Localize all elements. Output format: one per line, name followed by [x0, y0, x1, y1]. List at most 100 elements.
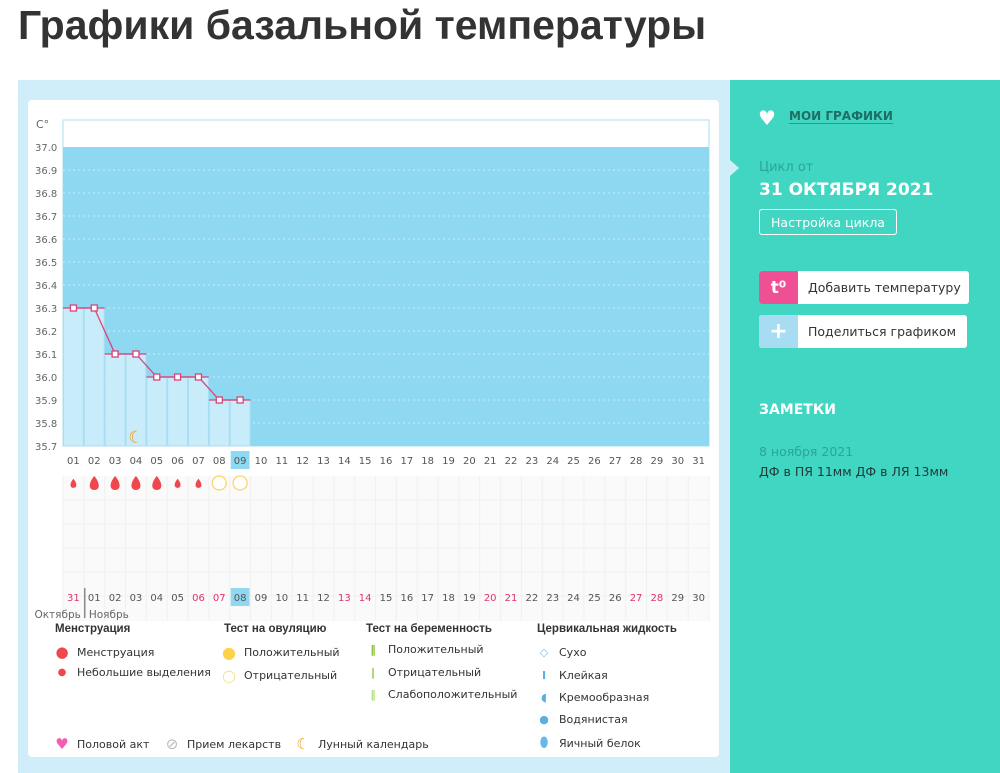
note-text: ДФ в ПЯ 11мм ДФ в ЛЯ 13мм	[759, 464, 949, 479]
month-label: Октябрь	[34, 609, 80, 621]
ovulation-test-icon	[211, 475, 227, 491]
y-tick-label: 36.1	[35, 350, 57, 361]
temperature-bar	[188, 376, 209, 447]
two-lines-icon: ‖	[370, 643, 376, 656]
date-label: 06	[192, 593, 205, 604]
notes-title: ЗАМЕТКИ	[759, 402, 836, 418]
cycle-day-label: 16	[380, 456, 393, 467]
legend-item: ○ Отрицательный	[222, 666, 338, 685]
cycle-day-label: 14	[338, 456, 351, 467]
add-temperature-button[interactable]: t⁰ Добавить температуру	[759, 271, 969, 304]
cycle-day-label: 26	[588, 456, 601, 467]
egg-white-icon: ⬮	[539, 735, 549, 751]
y-tick-label: 36.0	[35, 373, 57, 384]
date-label: 28	[651, 593, 664, 604]
date-label: 21	[505, 593, 518, 604]
date-label: 26	[609, 593, 622, 604]
chart-card: 37.0 36.9 36.8 36.7 36.6 36.5 36.4 36.3 36.2 36.1…	[28, 100, 719, 757]
date-label: 19	[463, 593, 476, 604]
cycle-day-label: 30	[671, 456, 684, 467]
temperature-bar	[63, 307, 84, 447]
y-tick-label: 36.9	[35, 166, 57, 177]
cycle-day-label: 06	[171, 456, 184, 467]
date-label: 10	[275, 593, 288, 604]
share-chart-button[interactable]: + Поделиться графиком	[759, 315, 967, 348]
spotting-drop-icon	[174, 478, 181, 488]
cycle-day-label: 10	[255, 456, 268, 467]
page-title: Графики базальной температуры	[18, 2, 707, 48]
legend-cervical-title: Цервикальная жидкость	[537, 623, 677, 635]
month-label: Ноябрь	[89, 609, 129, 621]
date-label: 27	[630, 593, 643, 604]
date-label: 29	[671, 593, 684, 604]
cycle-day-label: 12	[296, 456, 309, 467]
cycle-day-label: 07	[192, 456, 205, 467]
cycle-day-label: 22	[505, 456, 518, 467]
cycle-day-label: 15	[359, 456, 372, 467]
date-label: 05	[171, 593, 184, 604]
drop-small-icon: ●	[57, 667, 67, 678]
y-tick-label: 36.2	[35, 327, 57, 338]
legend-item: ‖ Положительный	[366, 643, 483, 656]
spotting-drop-icon	[195, 478, 202, 488]
date-label: 14	[359, 593, 372, 604]
temperature-bar	[104, 353, 126, 447]
legend-item: ♥ Половой акт	[55, 735, 150, 753]
legend-item: ⬮ Яичный белок	[537, 735, 641, 751]
moon-icon: ☾	[128, 428, 143, 448]
cycle-day-label: 21	[484, 456, 497, 467]
menstruation-drop-icon	[110, 476, 120, 490]
y-tick-label: 35.8	[35, 419, 57, 430]
date-label: 01	[88, 593, 101, 604]
cycle-label: Цикл от	[759, 160, 814, 175]
date-label: 09	[255, 593, 268, 604]
current-day-highlight	[230, 451, 250, 469]
date-label: 30	[692, 593, 705, 604]
legend-item: ● Положительный	[222, 643, 340, 662]
note-date: 8 ноября 2021	[759, 444, 854, 459]
legend-menstruation-title: Менструация	[55, 623, 131, 635]
cycle-day-label: 24	[546, 456, 559, 467]
date-label: 22	[526, 593, 539, 604]
date-label: 23	[546, 593, 559, 604]
legend-item: ● Небольшие выделения	[55, 666, 211, 679]
y-tick-label: 36.5	[35, 258, 57, 269]
my-charts-link[interactable]: МОИ ГРАФИКИ	[789, 109, 893, 124]
sidebar: ♥ МОИ ГРАФИКИ Цикл от 31 ОКТЯБРЯ 2021 На…	[730, 80, 1000, 773]
legend-item: ☾ Лунный календарь	[296, 735, 429, 753]
date-label: 18	[442, 593, 455, 604]
date-label: 15	[380, 593, 393, 604]
spotting-drop-icon	[70, 478, 77, 488]
date-label: 16	[400, 593, 413, 604]
temperature-bar	[167, 376, 189, 447]
date-label: 25	[588, 593, 601, 604]
cycle-day-label: 27	[609, 456, 622, 467]
temperature-bar	[146, 376, 168, 447]
menstruation-drop-icon	[152, 476, 162, 490]
date-label: 12	[317, 593, 330, 604]
cycle-day-label: 13	[317, 456, 330, 467]
temperature-point	[132, 350, 140, 358]
pointer-notch	[730, 160, 739, 176]
temperature-bar	[229, 399, 251, 447]
date-label: 04	[150, 593, 163, 604]
date-label: 24	[567, 593, 580, 604]
cycle-day-label: 17	[400, 456, 413, 467]
y-tick-label: 36.6	[35, 235, 57, 246]
circle-filled-icon: ●	[222, 643, 236, 662]
cycle-day-label: 11	[275, 456, 288, 467]
cycle-settings-button[interactable]: Настройка цикла	[759, 209, 897, 235]
temperature-point	[236, 396, 244, 404]
legend-item: ◖ Кремообразная	[537, 691, 649, 704]
y-tick-label: 35.9	[35, 396, 57, 407]
legend-item: ● Водянистая	[537, 713, 627, 726]
cycle-day-label: 19	[442, 456, 455, 467]
sticky-icon: I	[541, 669, 547, 682]
creamy-icon: ◖	[541, 691, 547, 704]
cycle-day-label: 09	[234, 456, 247, 467]
date-label: 31	[67, 593, 80, 604]
date-label: 03	[130, 593, 143, 604]
temperature-bar	[208, 399, 230, 447]
temperature-point	[90, 304, 98, 312]
y-tick-label: 36.4	[35, 281, 57, 292]
